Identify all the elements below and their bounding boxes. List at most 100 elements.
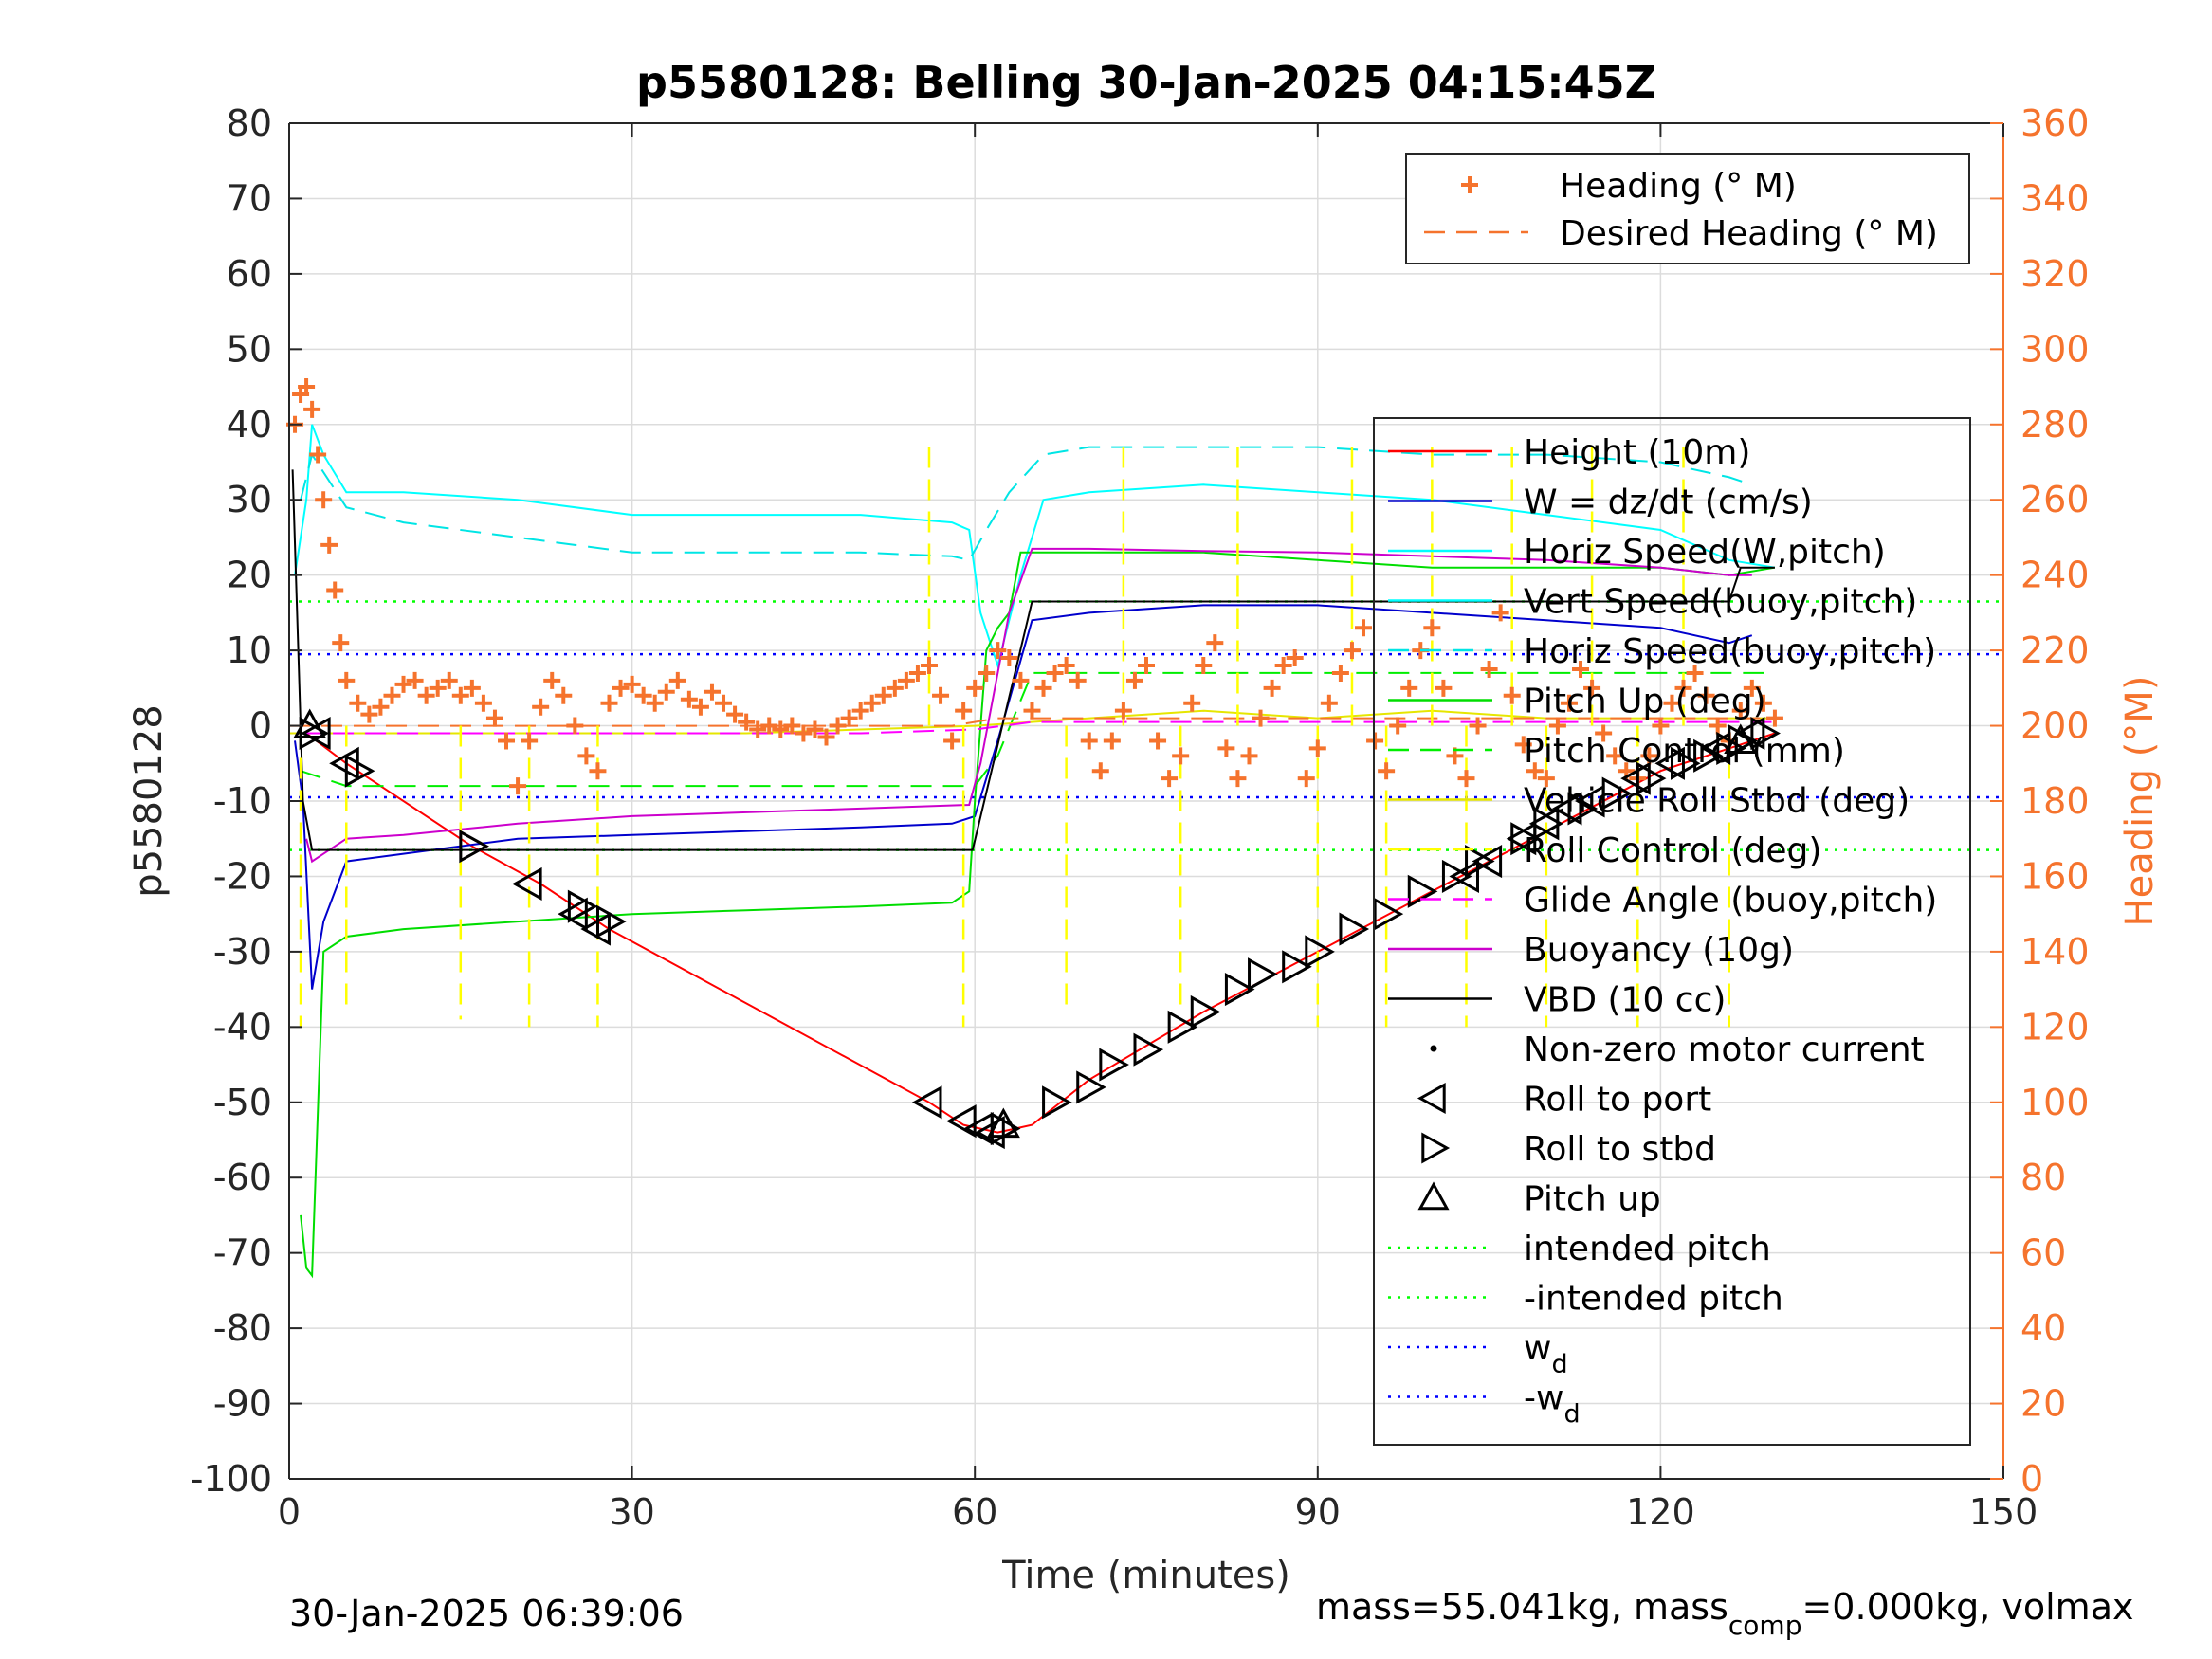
series-pitch-up-point	[1724, 723, 1758, 754]
series-heading-m-point	[1023, 702, 1041, 720]
series-heading-m-point	[760, 717, 778, 735]
series-heading-m-point	[332, 634, 350, 652]
series-heading-m-point	[1091, 762, 1109, 780]
series-roll-to-stbd	[299, 716, 1781, 1146]
series-heading-m-point	[932, 686, 950, 704]
series-heading-m-point	[1080, 732, 1098, 750]
legend-entry-w-dz-dt-cm-s-1: W = dz/dt (cm/s)	[1388, 483, 1813, 522]
series-heading-m-point	[532, 698, 550, 716]
series-heading-m-point	[1308, 739, 1326, 757]
series-heading-m-point	[1697, 686, 1715, 704]
series-heading-m-point	[1606, 747, 1624, 765]
series-heading-m-point	[1595, 724, 1613, 742]
y-axis-label-right: Heading (°M)	[2118, 676, 2162, 927]
y-tick-label-right: 160	[2020, 855, 2090, 897]
series-heading-m-point	[1548, 717, 1566, 735]
series-roll-to-stbd-point	[1190, 994, 1221, 1029]
legend-entry-vbd-10-cc-11: VBD (10 cc)	[1388, 981, 1726, 1020]
series-heading-m-point	[1731, 702, 1749, 720]
series-heading-m-point	[1457, 770, 1475, 788]
series-pitch-up	[293, 708, 1758, 1139]
series-heading-m-point	[1149, 732, 1167, 750]
legend-entry-desired-heading-m-1: Desired Heading (° M)	[1424, 214, 1938, 253]
series-heading-m-point	[829, 717, 847, 735]
series-heading-m-point	[646, 694, 664, 712]
legend-entry-pitch-control-mm-6: Pitch Control (mm)	[1388, 732, 1845, 771]
y-tick-label-right: 240	[2020, 555, 2090, 596]
series-heading-m-point	[886, 679, 904, 697]
series-heading-m-point	[1560, 694, 1578, 712]
legend-entry-height-10m-0-label: Height (10m)	[1524, 433, 1750, 472]
series-roll-to-stbd-point	[459, 830, 489, 864]
series-heading-m-point	[738, 713, 756, 731]
legend-entry-non-zero-motor-current-12: Non-zero motor current	[1430, 1030, 1925, 1069]
y-tick-label-right: 0	[2020, 1458, 2043, 1500]
footer-mass-pre: mass=55.041kg, mass	[1316, 1586, 1728, 1628]
series-heading-m-point	[326, 581, 344, 599]
series-heading-m-point	[1514, 736, 1532, 754]
series-heading-m-point	[1103, 732, 1121, 750]
y-tick-label: 60	[227, 253, 272, 295]
series-heading-m-point	[309, 446, 327, 464]
legend-entry-pitch-up-15-label: Pitch up	[1524, 1180, 1661, 1219]
chart-title: p5580128: Belling 30-Jan-2025 04:15:45Z	[636, 57, 1656, 108]
legend-entry-vbd-10-cc-11-label: VBD (10 cc)	[1524, 981, 1726, 1020]
series-heading-m-point	[498, 732, 516, 750]
series-roll-to-port-point	[975, 1116, 1005, 1150]
series-heading-m-point	[1297, 770, 1315, 788]
series-heading-m-point	[1572, 660, 1590, 678]
series-heading-m-point	[1652, 717, 1670, 735]
series-roll-to-port-point	[1734, 716, 1765, 751]
series-heading-m-point	[589, 762, 607, 780]
series-roll-to-port-point	[558, 897, 588, 931]
series-roll-to-stbd-point	[1693, 738, 1724, 773]
legend-entry-pitch-control-mm-6-label: Pitch Control (mm)	[1524, 732, 1845, 771]
series-heading-m-point	[703, 683, 721, 701]
series-heading-m-point	[966, 679, 984, 697]
series-roll-to-stbd-point	[299, 716, 330, 751]
series-roll-to-stbd-point	[1248, 957, 1278, 992]
series-heading-m-point	[349, 694, 367, 712]
legend-entry-roll-to-port-13-label: Roll to port	[1524, 1081, 1711, 1120]
series-heading-m-point	[1686, 664, 1704, 682]
series-roll-to-stbd-point	[344, 754, 375, 788]
series-roll-to-stbd-point	[1076, 1070, 1106, 1104]
x-tick-label: 90	[1295, 1491, 1341, 1533]
y-tick-label: 80	[227, 102, 272, 144]
y-axis-label: p5580128	[127, 704, 171, 898]
legend-entry-height-10m-0: Height (10m)	[1388, 433, 1750, 472]
series-pitch-control-mm	[300, 671, 1775, 788]
series-roll-to-stbd-point	[1601, 776, 1633, 811]
legend-entry-w-dz-dt-cm-s-1-label: W = dz/dt (cm/s)	[1524, 483, 1813, 522]
series-heading-m-point	[920, 657, 938, 674]
series-heading-m-point	[1537, 770, 1555, 788]
series-heading-m-point	[657, 683, 675, 701]
y-tick-label: -10	[213, 780, 272, 822]
series-heading-m-point	[394, 675, 412, 693]
series-horiz-speed-w-pitch	[294, 424, 1776, 669]
y-tick-label-right: 180	[2020, 780, 2090, 822]
series-heading-m	[286, 378, 1783, 795]
series-heading-m-point	[1469, 717, 1487, 735]
y-tick-label-right: 80	[2020, 1157, 2066, 1198]
series-heading-m-point	[840, 709, 858, 727]
legend-entry-intended-pitch-17: -intended pitch	[1388, 1280, 1783, 1319]
series-roll-to-stbd-point	[1671, 746, 1701, 780]
series-heading-m-point	[600, 694, 618, 712]
y-tick-label: -100	[191, 1458, 272, 1500]
series-heading-m-point	[691, 698, 709, 716]
y-tick-label-right: 100	[2020, 1082, 2090, 1123]
series-heading-m-point	[680, 690, 698, 708]
series-roll-to-stbd-point	[1167, 1010, 1198, 1044]
series-heading-m-point	[851, 702, 869, 720]
y-tick-label-right: 200	[2020, 705, 2090, 747]
series-roll-to-port-point	[1620, 761, 1651, 795]
series-heading-m-point	[908, 664, 926, 682]
y-tick-label-right: 280	[2020, 404, 2090, 446]
legend-entry-buoyancy-10g-10-label: Buoyancy (10g)	[1524, 931, 1794, 970]
series-lines	[289, 424, 1776, 1279]
series-heading-m-point	[1172, 747, 1190, 765]
y-tick-label-right: 300	[2020, 328, 2090, 370]
series-roll-to-stbd-point	[1339, 912, 1370, 946]
